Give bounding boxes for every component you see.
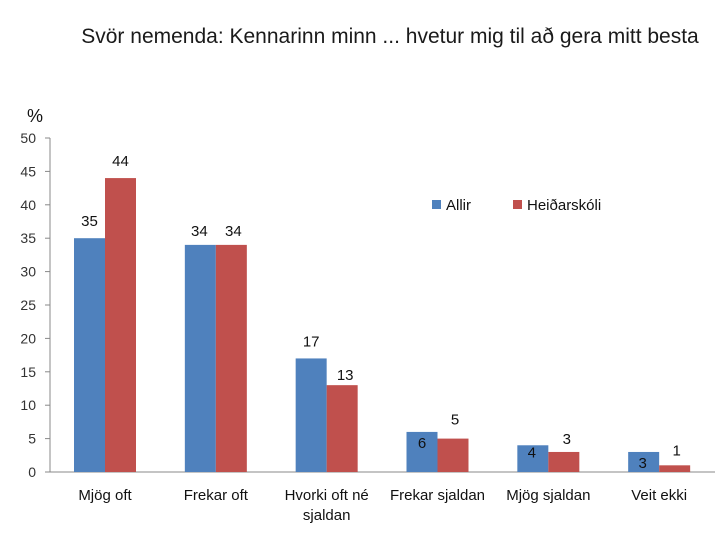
bar-allir — [295, 358, 327, 472]
y-tick-label: 20 — [20, 330, 36, 346]
legend-label: Heiðarskóli — [527, 197, 601, 214]
category-label: Mjög sjaldan — [506, 487, 590, 504]
data-label: 3 — [563, 431, 571, 448]
bar-allir — [517, 445, 549, 472]
bar-heidarskoli — [105, 178, 136, 472]
y-tick-label: 25 — [20, 297, 36, 313]
data-labels: 35 34 17 6 4 3 44 34 13 5 3 1 — [81, 153, 681, 472]
bar-heidarskoli — [437, 438, 469, 472]
bar-allir — [628, 451, 660, 472]
bar-allir — [184, 244, 216, 472]
data-label: 3 — [638, 455, 646, 472]
category-label: Frekar oft — [184, 487, 249, 504]
legend: Allir Heiðarskóli — [432, 197, 601, 214]
chart-title: Svör nemenda: Kennarinn minn ... hvetur … — [81, 25, 699, 48]
category-label: Frekar sjaldan — [390, 487, 485, 504]
y-tick-label: 15 — [20, 364, 36, 380]
data-label: 34 — [191, 223, 208, 240]
legend-label: Allir — [446, 197, 471, 214]
data-label: 44 — [112, 153, 129, 170]
y-tick-label: 5 — [28, 431, 36, 447]
category-label: Mjög oft — [78, 487, 132, 504]
y-tick-label: 50 — [20, 130, 36, 146]
category-label: Hvorki oft né sjaldan — [285, 487, 369, 524]
category-labels: Mjög oft Frekar oft Hvorki oft né sjaldan Fr… — [78, 487, 687, 524]
data-label: 1 — [672, 442, 680, 459]
data-label: 4 — [528, 444, 536, 461]
y-tick-label: 35 — [20, 230, 36, 246]
y-tick-label: 0 — [28, 464, 36, 480]
bar-allir — [406, 431, 438, 472]
y-tick-label: 30 — [20, 264, 36, 280]
data-label: 5 — [451, 412, 459, 429]
data-label: 6 — [418, 435, 426, 452]
category-label: Veit ekki — [631, 487, 687, 504]
bar-heidarskoli — [326, 385, 358, 472]
bars — [74, 178, 691, 472]
data-label: 13 — [337, 367, 354, 384]
legend-swatch — [513, 200, 522, 209]
bar-allir — [74, 238, 105, 472]
y-axis-unit-label: % — [27, 106, 43, 126]
y-tick-label: 10 — [20, 397, 36, 413]
y-tick-label: 45 — [20, 163, 36, 179]
bar-heidarskoli — [548, 451, 580, 472]
data-label: 17 — [303, 333, 320, 350]
y-tick-label: 40 — [20, 197, 36, 213]
bar-heidarskoli — [659, 465, 691, 472]
data-label: 34 — [225, 223, 242, 240]
bar-heidarskoli — [215, 244, 247, 472]
data-label: 35 — [81, 213, 98, 230]
legend-swatch — [432, 200, 441, 209]
